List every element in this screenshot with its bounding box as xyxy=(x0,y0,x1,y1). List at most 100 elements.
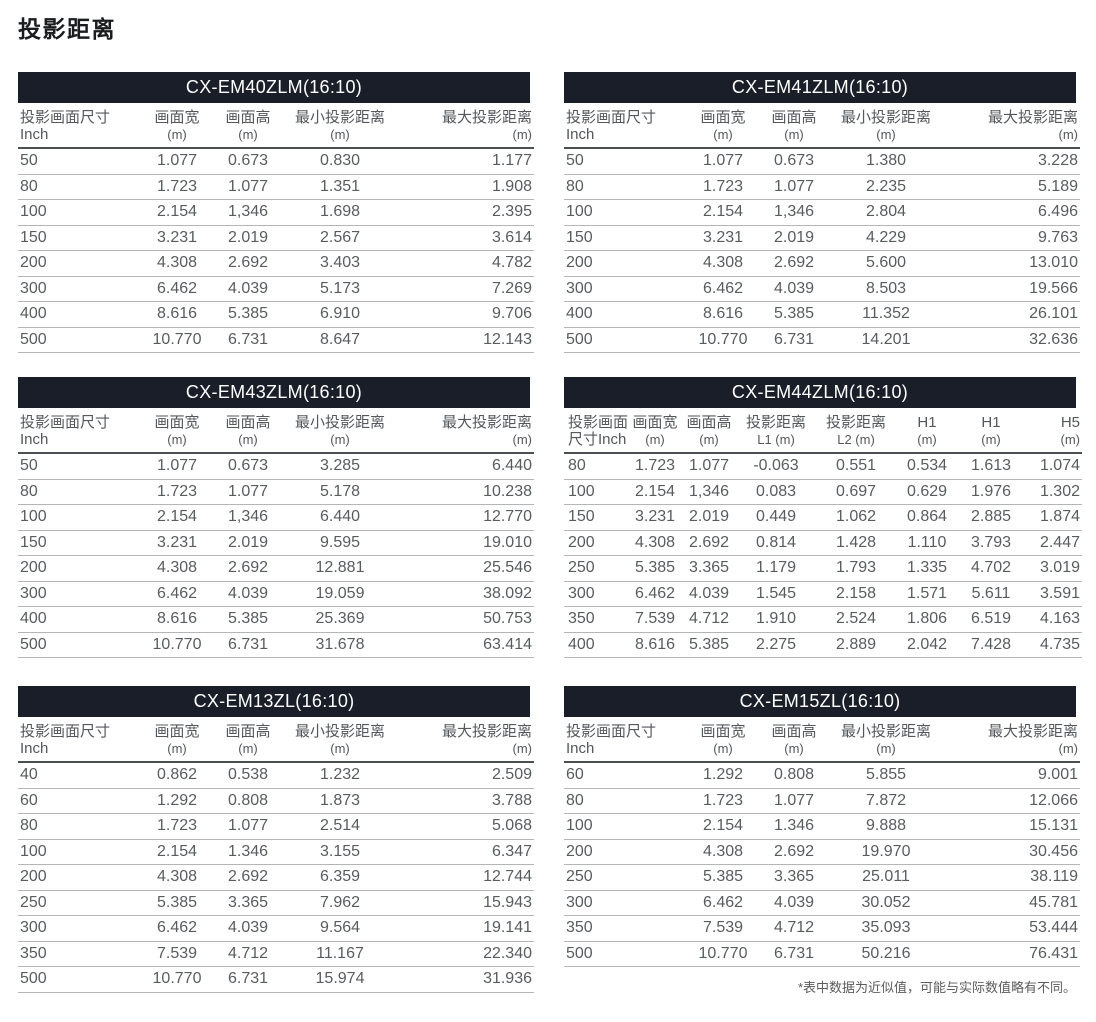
table-cell: 5.385 xyxy=(686,864,760,891)
table-header-row: 投影画面尺寸 Inch 画面宽 (m) 画面高 (m) 最小投影距离 (m) 最大投影距离 (m) xyxy=(18,717,534,763)
spec-table-cx-em15zl: CX-EM15ZL(16:10) 投影画面尺寸 Inch 画面宽 (m) 画面高 (m) 最… xyxy=(564,686,1080,967)
table-cell: 200 xyxy=(18,864,140,891)
table-cell: 300 xyxy=(564,890,686,916)
table-cell: 50 xyxy=(18,453,140,480)
table-cell: 0.808 xyxy=(214,788,282,814)
table-cell: 6.519 xyxy=(956,606,1026,633)
table-cell: 50 xyxy=(18,148,140,175)
table-cell: 3.019 xyxy=(1026,555,1082,582)
table-title-bar: CX-EM44ZLM(16:10) xyxy=(564,377,1076,408)
table-row: 200 4.308 2.692 3.403 4.782 xyxy=(18,250,534,277)
table-row: 80 1.723 1.077 -0.063 0.551 0.534 1.613 1.074 xyxy=(564,453,1082,480)
table-cell: 250 xyxy=(18,890,140,916)
table-cell: 53.444 xyxy=(944,915,1080,942)
table-title-bar: CX-EM41ZLM(16:10) xyxy=(564,72,1076,103)
table-cell: 4.163 xyxy=(1026,606,1082,633)
table-cell: 3.231 xyxy=(140,225,214,251)
projection-distance-table: 投影画面尺寸 Inch 画面宽 (m) 画面高 (m) 最小投影距离 (m) 最大投影距离 (m)… xyxy=(18,408,534,658)
table-cell: 250 xyxy=(564,555,630,582)
header-row: 投影画面尺寸 Inch 画面宽 (m) 画面高 (m) 最小投影距离 (m) 最大投影距离 (m) xyxy=(18,408,534,454)
table-cell: 1.077 xyxy=(760,174,828,200)
table-cell: 0.808 xyxy=(760,762,828,789)
projection-distance-table: 投影画面尺寸 Inch 画面宽 (m) 画面高 (m) 最小投影距离 (m) 最大投影距离 (m)… xyxy=(564,103,1080,353)
table-cell: 4.039 xyxy=(214,276,282,302)
table-row: 150 3.231 2.019 9.595 19.010 xyxy=(18,530,534,556)
column-header: 最小投影距离 (m) xyxy=(282,717,398,763)
table-title: CX-EM40ZLM(16:10) xyxy=(185,77,363,97)
column-header: 最大投影距离 (m) xyxy=(398,717,534,763)
table-cell: 2.889 xyxy=(814,632,898,658)
table-cell: 4.039 xyxy=(214,915,282,942)
table-cell: 0.864 xyxy=(898,504,956,531)
table-row: 250 5.385 3.365 1.179 1.793 1.335 4.702 3.019 xyxy=(564,555,1082,582)
column-header: 最大投影距离 (m) xyxy=(398,408,534,454)
table-row: 80 1.723 1.077 2.514 5.068 xyxy=(18,813,534,840)
table-cell: 2.692 xyxy=(760,839,828,865)
table-cell: 3.403 xyxy=(282,250,398,277)
table-cell: 4.308 xyxy=(140,864,214,891)
table-cell: 3.793 xyxy=(956,530,1026,556)
table-row: 100 2.154 1,346 1.698 2.395 xyxy=(18,199,534,226)
projection-distance-table: 投影画面尺寸 Inch 画面宽 (m) 画面高 (m) 最小投影距离 (m) 最大投影距离 (m)… xyxy=(564,717,1080,967)
table-body: 50 1.077 0.673 3.285 6.440 80 1.723 1.077 5.178 1… xyxy=(18,453,534,658)
column-header: 画面高 (m) xyxy=(760,717,828,763)
table-cell: 2.692 xyxy=(214,555,282,582)
projection-distance-table: 投影画面尺寸 Inch 画面宽 (m) 画面高 (m) 最小投影距离 (m) 最大投影距离 (m)… xyxy=(18,103,534,353)
table-cell: 1.723 xyxy=(686,788,760,814)
table-cell: 300 xyxy=(18,276,140,302)
table-cell: 2.447 xyxy=(1026,530,1082,556)
table-cell: 400 xyxy=(18,606,140,633)
table-row: 100 2.154 1.346 9.888 15.131 xyxy=(564,813,1080,840)
table-cell: 1.292 xyxy=(140,788,214,814)
table-cell: 2.019 xyxy=(214,225,282,251)
table-cell: 19.970 xyxy=(828,839,944,865)
spec-table-cx-em44zlm: CX-EM44ZLM(16:10) 投影画面 尺寸Inch 画面宽 (m) 画面高 (m)… xyxy=(564,377,1082,658)
table-cell: 1.910 xyxy=(738,606,814,633)
table-cell: -0.063 xyxy=(738,453,814,480)
table-row: 80 1.723 1.077 7.872 12.066 xyxy=(564,788,1080,814)
table-cell: 38.119 xyxy=(944,864,1080,891)
column-header: 画面宽 (m) xyxy=(686,717,760,763)
table-cell: 40 xyxy=(18,762,140,789)
table-cell: 0.673 xyxy=(214,453,282,480)
table-header-row: 投影画面尺寸 Inch 画面宽 (m) 画面高 (m) 最小投影距离 (m) 最大投影距离 (m) xyxy=(564,717,1080,763)
table-cell: 7.539 xyxy=(630,606,680,633)
table-cell: 6.462 xyxy=(140,276,214,302)
table-cell: 1.292 xyxy=(686,762,760,789)
table-cell: 6.462 xyxy=(630,581,680,607)
table-cell: 6.910 xyxy=(282,301,398,328)
column-header: 画面宽 (m) xyxy=(140,717,214,763)
table-cell: 1.077 xyxy=(760,788,828,814)
table-row: 80 1.723 1.077 1.351 1.908 xyxy=(18,174,534,200)
table-title: CX-EM43ZLM(16:10) xyxy=(185,382,363,402)
table-cell: 100 xyxy=(18,199,140,226)
table-cell: 19.059 xyxy=(282,581,398,607)
table-body: 50 1.077 0.673 0.830 1.177 80 1.723 1.077 1.351 1… xyxy=(18,148,534,353)
table-cell: 26.101 xyxy=(944,301,1080,328)
table-cell: 4.039 xyxy=(760,890,828,916)
table-title: CX-EM13ZL(16:10) xyxy=(193,691,355,711)
table-cell: 3.365 xyxy=(680,555,738,582)
table-row: 300 6.462 4.039 5.173 7.269 xyxy=(18,276,534,302)
table-cell: 1.976 xyxy=(956,479,1026,505)
column-header: 投影距离 L2 (m) xyxy=(814,408,898,454)
table-cell: 400 xyxy=(564,301,686,328)
column-header: 画面宽 (m) xyxy=(686,103,760,149)
table-cell: 1.723 xyxy=(630,453,680,480)
table-cell: 0.534 xyxy=(898,453,956,480)
table-cell: 400 xyxy=(564,632,630,658)
table-cell: 7.269 xyxy=(398,276,534,302)
table-cell: 2.042 xyxy=(898,632,956,658)
column-header: 画面高 (m) xyxy=(760,103,828,149)
table-row: 150 3.231 2.019 4.229 9.763 xyxy=(564,225,1080,251)
table-cell: 50 xyxy=(564,148,686,175)
column-header: 最小投影距离 (m) xyxy=(282,408,398,454)
table-cell: 38.092 xyxy=(398,581,534,607)
table-cell: 9.706 xyxy=(398,301,534,328)
table-cell: 60 xyxy=(18,788,140,814)
table-cell: 5.385 xyxy=(630,555,680,582)
